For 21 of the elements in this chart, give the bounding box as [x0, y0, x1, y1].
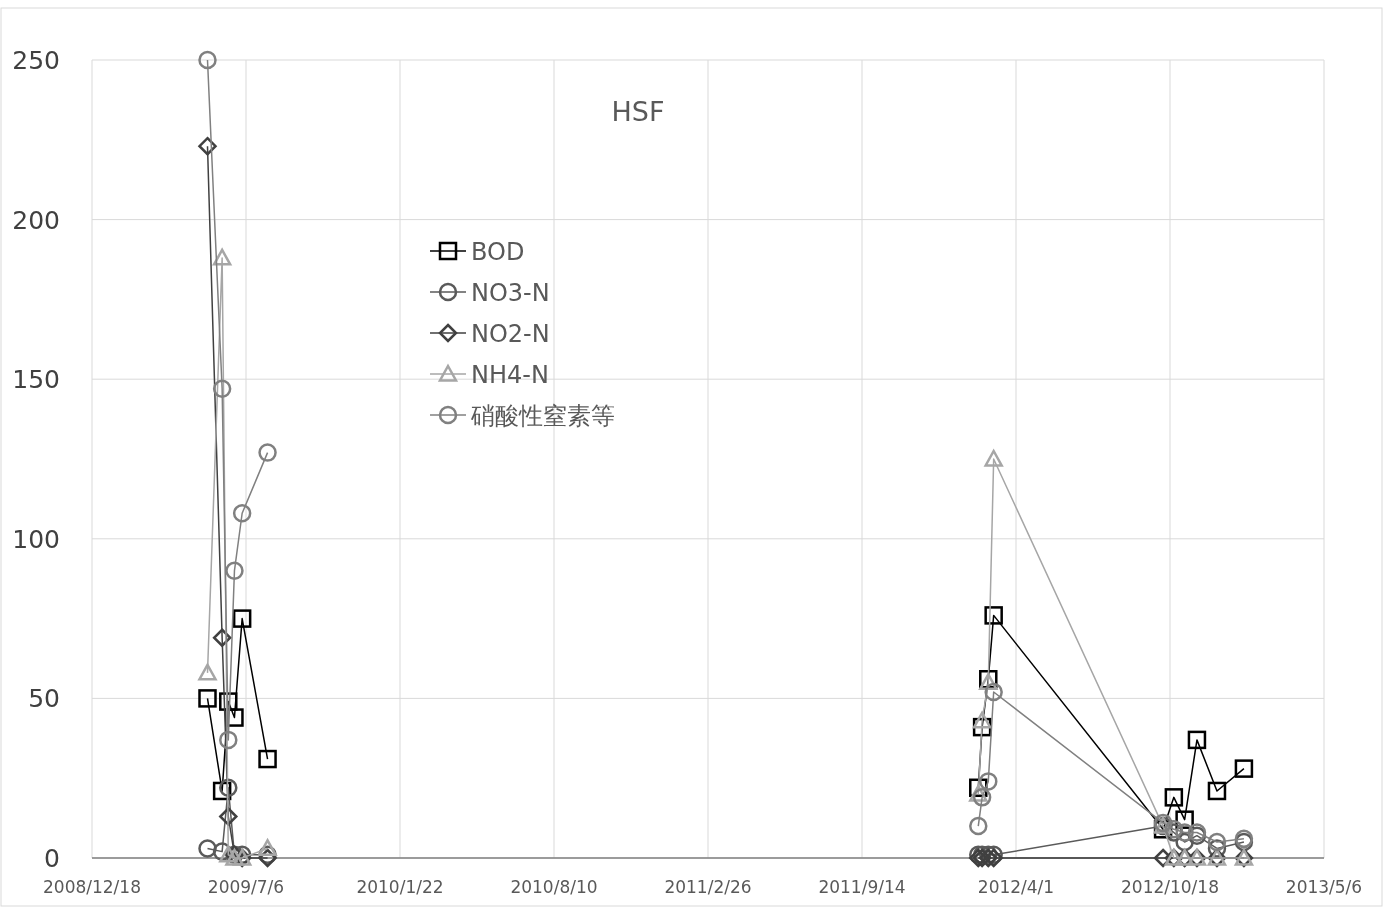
x-tick-label: 2012/10/18	[1121, 877, 1219, 897]
x-tick-label: 2012/4/1	[977, 877, 1055, 897]
x-tick-label: 2009/7/6	[207, 877, 285, 897]
y-tick-label: 0	[44, 844, 60, 873]
legend-label: NO3-N	[471, 279, 550, 307]
x-tick-label: 2011/9/14	[818, 877, 906, 897]
x-tick-label: 2008/12/18	[43, 877, 141, 897]
y-tick-label: 50	[28, 684, 60, 714]
y-tick-label: 200	[12, 205, 60, 235]
legend-label: BOD	[471, 238, 525, 266]
y-tick-label: 100	[12, 524, 60, 554]
legend-label: NO2-N	[471, 320, 550, 348]
x-tick-label: 2010/1/22	[356, 877, 444, 897]
text: HSF	[611, 96, 665, 127]
x-tick-label: 2013/5/6	[1285, 877, 1363, 897]
legend-label: 硝酸性窒素等	[470, 402, 615, 430]
x-tick-label: 2011/2/26	[664, 877, 752, 897]
x-tick-label: 2010/8/10	[510, 877, 598, 897]
y-tick-label: 150	[12, 365, 60, 395]
y-tick-label: 250	[12, 46, 60, 75]
legend-label: NH4-N	[471, 361, 549, 389]
